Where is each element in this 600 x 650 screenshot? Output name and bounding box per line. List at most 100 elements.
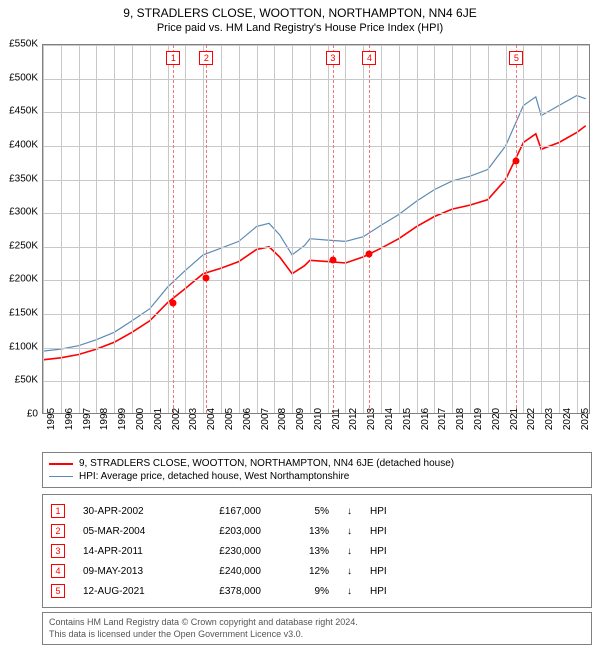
arrow-down-icon: ↓: [347, 586, 352, 597]
legend-swatch: [49, 476, 73, 477]
gridline-v: [506, 45, 507, 413]
gridline-v: [221, 45, 222, 413]
gridline-v: [79, 45, 80, 413]
series-hpi: [43, 96, 586, 352]
table-row: 205-MAR-2004£203,00013%↓HPI: [51, 521, 583, 541]
gridline-v: [488, 45, 489, 413]
sale-pct: 13%: [279, 546, 329, 557]
sale-price: £167,000: [191, 506, 261, 517]
legend: 9, STRADLERS CLOSE, WOOTTON, NORTHAMPTON…: [42, 452, 592, 488]
legend-item: 9, STRADLERS CLOSE, WOOTTON, NORTHAMPTON…: [49, 457, 585, 470]
sale-marker-dot: [170, 299, 177, 306]
sale-price: £378,000: [191, 586, 261, 597]
gridline-h: [43, 45, 589, 46]
sale-marker-line: [333, 45, 334, 413]
xtick-label: 2014: [384, 408, 395, 430]
gridline-v: [239, 45, 240, 413]
gridline-v: [310, 45, 311, 413]
xtick-label: 2002: [171, 408, 182, 430]
sale-pct: 13%: [279, 526, 329, 537]
gridline-v: [150, 45, 151, 413]
xtick-label: 2020: [491, 408, 502, 430]
sale-price: £240,000: [191, 566, 261, 577]
gridline-h: [43, 213, 589, 214]
sale-marker-dot: [203, 275, 210, 282]
sale-date: 12-AUG-2021: [83, 586, 173, 597]
sale-date: 14-APR-2011: [83, 546, 173, 557]
gridline-v: [345, 45, 346, 413]
xtick-label: 2007: [260, 408, 271, 430]
xtick-label: 2016: [420, 408, 431, 430]
xtick-label: 2009: [295, 408, 306, 430]
xtick-label: 1996: [64, 408, 75, 430]
table-row: 409-MAY-2013£240,00012%↓HPI: [51, 561, 583, 581]
footer-line2: This data is licensed under the Open Gov…: [49, 629, 585, 641]
gridline-v: [577, 45, 578, 413]
table-row: 512-AUG-2021£378,0009%↓HPI: [51, 581, 583, 601]
ytick-label: £500K: [2, 72, 38, 83]
line-series: [43, 45, 591, 415]
ytick-label: £300K: [2, 207, 38, 218]
gridline-v: [96, 45, 97, 413]
sale-marker-box: 1: [166, 51, 180, 65]
gridline-h: [43, 146, 589, 147]
sale-marker-dot: [513, 157, 520, 164]
legend-swatch: [49, 463, 73, 465]
ytick-label: £150K: [2, 308, 38, 319]
sale-date: 30-APR-2002: [83, 506, 173, 517]
ytick-label: £200K: [2, 274, 38, 285]
xtick-label: 2023: [544, 408, 555, 430]
xtick-label: 2013: [366, 408, 377, 430]
sale-marker-box: 4: [362, 51, 376, 65]
xtick-label: 2000: [135, 408, 146, 430]
gridline-v: [168, 45, 169, 413]
xtick-label: 1999: [117, 408, 128, 430]
sale-hpi-label: HPI: [370, 526, 410, 537]
gridline-v: [43, 45, 44, 413]
gridline-h: [43, 381, 589, 382]
ytick-label: £50K: [2, 375, 38, 386]
legend-item: HPI: Average price, detached house, West…: [49, 470, 585, 483]
xtick-label: 2017: [437, 408, 448, 430]
gridline-v: [203, 45, 204, 413]
gridline-h: [43, 247, 589, 248]
gridline-v: [132, 45, 133, 413]
xtick-label: 2024: [562, 408, 573, 430]
xtick-label: 2003: [188, 408, 199, 430]
sale-index-box: 3: [51, 544, 65, 558]
footer-line1: Contains HM Land Registry data © Crown c…: [49, 617, 585, 629]
legend-label: 9, STRADLERS CLOSE, WOOTTON, NORTHAMPTON…: [79, 458, 454, 469]
xtick-label: 2021: [509, 408, 520, 430]
sale-index-box: 5: [51, 584, 65, 598]
sale-index-box: 1: [51, 504, 65, 518]
gridline-v: [114, 45, 115, 413]
gridline-v: [434, 45, 435, 413]
sale-price: £230,000: [191, 546, 261, 557]
sale-marker-box: 2: [199, 51, 213, 65]
gridline-v: [257, 45, 258, 413]
xtick-label: 2010: [313, 408, 324, 430]
arrow-down-icon: ↓: [347, 526, 352, 537]
sale-marker-dot: [366, 250, 373, 257]
xtick-label: 2015: [402, 408, 413, 430]
arrow-down-icon: ↓: [347, 546, 352, 557]
chart-subtitle: Price paid vs. HM Land Registry's House …: [0, 20, 600, 38]
gridline-v: [381, 45, 382, 413]
ytick-label: £400K: [2, 139, 38, 150]
sale-marker-box: 3: [326, 51, 340, 65]
xtick-label: 2019: [473, 408, 484, 430]
sale-pct: 12%: [279, 566, 329, 577]
gridline-v: [399, 45, 400, 413]
sale-index-box: 4: [51, 564, 65, 578]
gridline-v: [328, 45, 329, 413]
ytick-label: £350K: [2, 173, 38, 184]
sale-marker-line: [516, 45, 517, 413]
chart-container: 9, STRADLERS CLOSE, WOOTTON, NORTHAMPTON…: [0, 0, 600, 650]
gridline-h: [43, 314, 589, 315]
gridline-v: [541, 45, 542, 413]
gridline-h: [43, 280, 589, 281]
xtick-label: 2025: [580, 408, 591, 430]
sale-index-box: 2: [51, 524, 65, 538]
xtick-label: 2004: [206, 408, 217, 430]
gridline-v: [559, 45, 560, 413]
